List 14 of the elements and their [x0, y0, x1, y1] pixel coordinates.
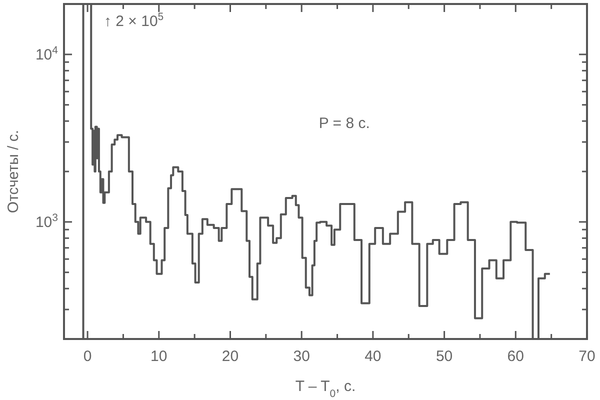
- annotation: P = 8 с.: [318, 115, 370, 132]
- x-tick-label: 10: [150, 348, 168, 365]
- annotation: ↑ 2 × 10$^{5}$: [104, 11, 164, 30]
- y-axis-title: Отсчеты / с.: [5, 130, 22, 214]
- x-tick-label: 0: [83, 348, 92, 365]
- x-tick-label: 50: [436, 348, 453, 365]
- x-tick-label: 20: [222, 348, 239, 365]
- x-tick-label: 40: [364, 348, 382, 365]
- y-tick-label: 10$^{4}$: [35, 44, 58, 64]
- x-axis-title: T – T$_{0}$, с.: [295, 378, 356, 400]
- x-tick-label: 30: [293, 348, 310, 365]
- x-tick-label: 70: [578, 348, 596, 365]
- x-tick-label: 60: [507, 348, 524, 365]
- y-tick-label: 10$^{3}$: [35, 212, 58, 231]
